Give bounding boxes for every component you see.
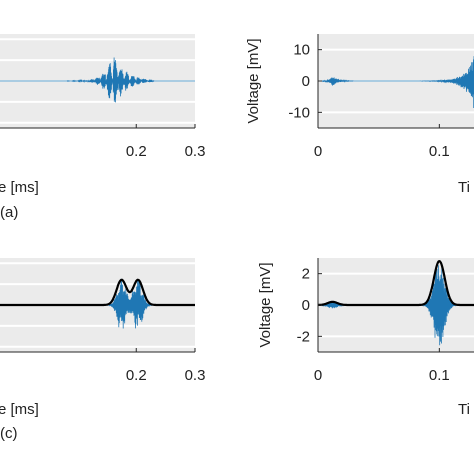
- x-tick-label-c-1: 0.3: [185, 367, 206, 384]
- y-tick-label-d-1: 0: [302, 297, 310, 314]
- x-tick-label-b-0: 0: [314, 143, 322, 160]
- tick-labels-b: 0 0.1 10 0 -10: [288, 42, 449, 160]
- y-tick-label-d-0: 2: [302, 266, 310, 283]
- series-c: [0, 278, 195, 329]
- y-tick-label-d-2: -2: [297, 328, 310, 345]
- tick-labels-d: 0 0.1 2 0 -2: [297, 266, 450, 384]
- x-axis-label-d: Ti: [458, 401, 470, 418]
- y-axis-label-b: Voltage [mV]: [245, 38, 262, 123]
- x-tick-label-d-1: 0.1: [429, 367, 450, 384]
- signal-line-a: [0, 57, 195, 103]
- panel-caption-c: (c): [0, 425, 18, 442]
- x-tick-label-d-0: 0: [314, 367, 322, 384]
- x-tick-label-c-0: 0.2: [126, 367, 147, 384]
- x-tick-label-b-1: 0.1: [429, 143, 450, 160]
- series-d: [317, 259, 474, 346]
- envelope-line-d: [317, 259, 474, 307]
- y-axis-label-d: Voltage [mV]: [257, 262, 274, 347]
- panel-a: 0.2 0.3 e [ms] (a): [0, 34, 205, 221]
- tick-labels-a: 0.2 0.3: [126, 124, 206, 160]
- x-axis-label-a: e [ms]: [0, 179, 39, 196]
- x-axis-label-c: e [ms]: [0, 401, 39, 418]
- series-a: [0, 57, 195, 103]
- x-tick-label-a-1: 0.3: [185, 143, 206, 160]
- series-b: [318, 56, 474, 109]
- x-tick-label-a-0: 0.2: [126, 143, 147, 160]
- y-tick-label-b-2: -10: [288, 104, 310, 121]
- signal-line-b: [318, 56, 474, 109]
- x-axis-label-b: Ti: [458, 179, 470, 196]
- y-tick-label-b-1: 0: [302, 73, 310, 90]
- panel-d: 0 0.1 2 0 -2 Ti Voltage [mV]: [257, 258, 474, 418]
- panel-caption-a: (a): [0, 204, 18, 221]
- panel-b: 0 0.1 10 0 -10 Ti Voltage [mV]: [245, 34, 474, 196]
- tick-labels-c: 0.2 0.3: [126, 348, 206, 384]
- envelope-line-c: [0, 278, 195, 307]
- y-tick-label-b-0: 10: [293, 42, 310, 59]
- panel-c: 0.2 0.3 e [ms] (c): [0, 258, 205, 442]
